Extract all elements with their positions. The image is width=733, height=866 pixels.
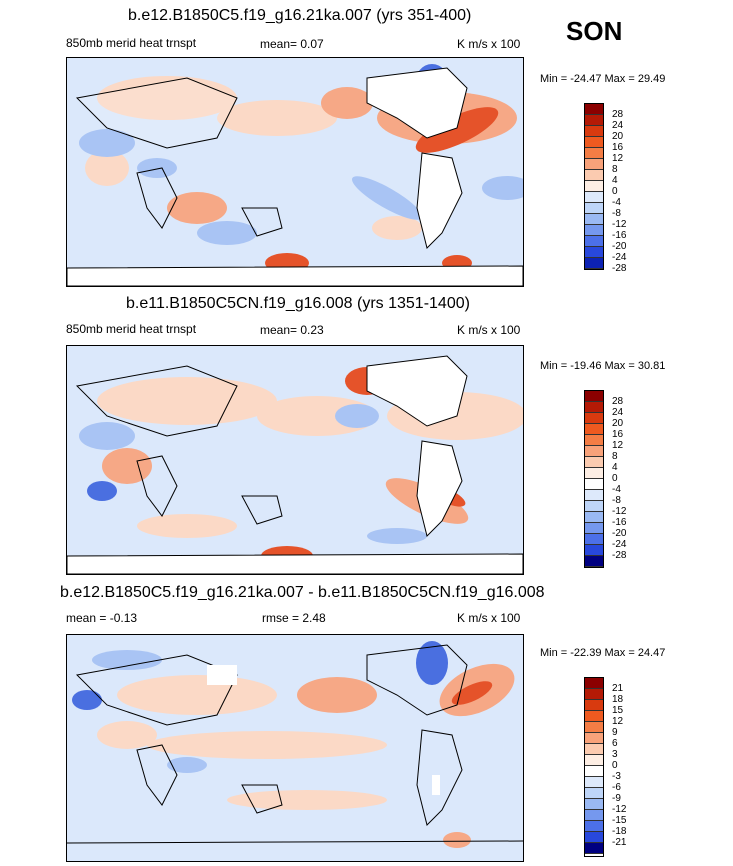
legend-label: 16 [612,429,624,440]
legend-label: 20 [612,131,624,142]
panel1-minmax: Min = -24.47 Max = 29.49 [540,73,666,85]
panel3-field [67,635,523,861]
legend-label: -24 [612,252,627,263]
panel2-colorbar-labels: 28 24 20 16 12 8 4 0 -4 -8 -12 -16 -20 -… [612,397,626,562]
panel2-variable-label: 850mb merid heat trnspt [66,322,197,336]
legend-label: -16 [612,230,627,241]
legend-label: -6 [612,782,621,793]
legend-label: -8 [612,495,621,506]
panel1-colorbar-labels: 28 24 20 16 12 8 4 0 -4 -8 -12 -16 -20 -… [612,110,626,275]
panel2-units: K m/s x 100 [457,323,521,337]
panel2-map [66,345,524,575]
legend-label: 3 [612,749,618,760]
legend-label: -20 [612,241,627,252]
legend-label: 4 [612,462,618,473]
legend-label: -4 [612,484,621,495]
legend-label: 0 [612,473,618,484]
legend-label: -24 [612,539,627,550]
panel3-title: b.e12.B1850C5.f19_g16.21ka.007 - b.e11.B… [60,584,545,601]
panel2-title: b.e11.B1850C5CN.f19_g16.008 (yrs 1351-14… [126,295,470,312]
panel2-mean: mean= 0.23 [260,323,324,337]
legend-label: 8 [612,164,618,175]
panel3-minmax: Min = -22.39 Max = 24.47 [540,647,666,659]
panel3-colorbar-labels: 21 18 15 12 9 6 3 0 -3 -6 -9 -12 -15 -18… [612,684,626,849]
legend-label: 12 [612,153,624,164]
panel1-units: K m/s x 100 [457,37,521,51]
legend-label: -12 [612,506,627,517]
legend-label: -12 [612,219,627,230]
legend-label: -16 [612,517,627,528]
panel2-colorbar [584,390,604,568]
legend-label: 0 [612,186,618,197]
panel1-colorbar [584,103,604,270]
legend-label: -12 [612,804,627,815]
legend-label: -18 [612,826,627,837]
legend-label: 20 [612,418,624,429]
legend-label: -20 [612,528,627,539]
season-label: SON [566,16,623,46]
panel2-minmax: Min = -19.46 Max = 30.81 [540,360,666,372]
legend-label: 16 [612,142,624,153]
legend-label: -21 [612,837,627,848]
panel3-mean: mean = -0.13 [66,611,138,625]
legend-label: 18 [612,694,624,705]
legend-label: -4 [612,197,621,208]
panel1-map [66,57,524,287]
legend-label: 28 [612,396,624,407]
panel3-map [66,634,524,862]
legend-label: -28 [612,550,627,561]
panel3-colorbar [584,677,604,857]
legend-label: 28 [612,109,624,120]
legend-label: -8 [612,208,621,219]
legend-label: -9 [612,793,621,804]
panel3-units: K m/s x 100 [457,611,521,625]
legend-label: 21 [612,683,624,694]
legend-label: 4 [612,175,618,186]
legend-label: 24 [612,407,624,418]
legend-label: -3 [612,771,621,782]
legend-label: -15 [612,815,627,826]
legend-label: 24 [612,120,624,131]
legend-label: -28 [612,263,627,274]
panel1-field [67,58,523,286]
legend-label: 0 [612,760,618,771]
panel2-field [67,346,523,574]
legend-label: 9 [612,727,618,738]
legend-label: 8 [612,451,618,462]
legend-label: 12 [612,716,624,727]
legend-label: 6 [612,738,618,749]
legend-label: 15 [612,705,624,716]
panel1-title: b.e12.B1850C5.f19_g16.21ka.007 (yrs 351-… [128,7,472,24]
legend-label: 12 [612,440,624,451]
panel1-mean: mean= 0.07 [260,37,324,51]
panel3-rmse: rmse = 2.48 [262,611,326,625]
panel1-variable-label: 850mb merid heat trnspt [66,36,197,50]
